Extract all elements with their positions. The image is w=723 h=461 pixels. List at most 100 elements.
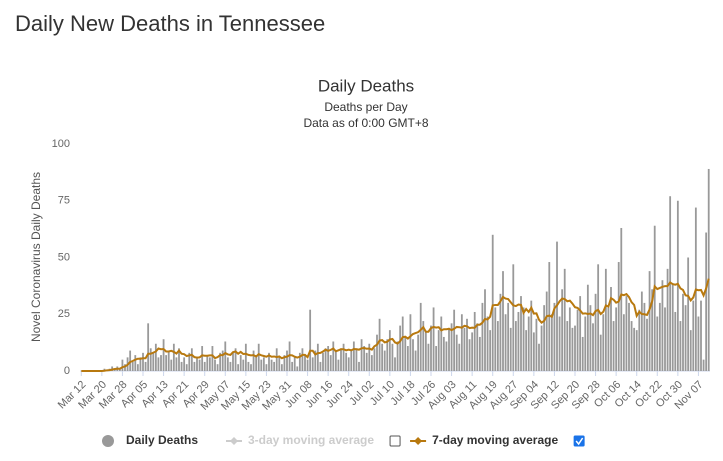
bar [597,264,600,371]
bar [342,343,345,371]
bar [172,343,175,371]
bar [280,364,283,371]
bar [599,334,602,371]
bar [409,314,412,371]
bar [386,339,389,371]
bar [152,352,155,371]
bar [157,357,160,371]
legend-symbol [102,435,114,447]
bar [376,334,378,371]
legend-label[interactable]: 3-day moving average [248,433,374,447]
legend-label[interactable]: 7-day moving average [432,433,558,447]
legend-checkbox[interactable] [389,435,401,447]
bar [620,227,623,371]
bar [286,350,288,371]
bar [309,309,312,371]
bar [692,300,695,371]
bar [615,307,618,371]
bar [355,348,358,371]
bar [697,316,700,371]
bar [252,350,255,371]
bar [298,352,301,371]
bar [512,264,515,371]
bar [471,332,474,371]
bar [561,289,564,371]
bar [347,357,350,371]
bar [527,316,530,371]
bar [381,343,384,371]
bar [460,314,463,371]
bar [185,364,188,371]
bar [278,357,281,371]
bar [144,361,147,371]
bar [630,321,633,371]
bar [206,355,209,371]
page-title: Daily New Deaths in Tennessee [15,11,325,36]
bar [550,314,553,371]
bar [440,316,443,371]
bar [592,323,594,371]
bar [334,350,337,371]
bar [486,316,489,371]
bar [571,327,574,371]
bar [581,336,584,371]
bar [455,334,458,371]
bar [622,314,625,371]
bar [653,225,656,371]
bar [687,257,690,371]
bar [324,348,327,371]
bar [442,336,445,371]
bar [648,271,651,371]
bar [131,361,134,371]
bar [504,314,507,371]
bar [214,359,216,371]
bar [545,291,548,371]
bar [399,325,402,371]
bar [406,346,409,371]
bar [610,287,612,371]
bar [617,262,620,371]
bar [257,343,260,371]
bar [607,307,610,371]
bar [463,327,466,371]
bar [273,361,276,371]
bar [612,321,615,371]
bar [358,361,360,371]
bar [468,339,471,371]
bar [178,348,180,371]
bar [296,366,299,371]
y-tick-label: 100 [52,138,70,150]
bar [322,352,324,371]
bar [638,309,641,371]
bar [530,300,533,371]
bar [628,302,630,371]
bar [705,232,708,371]
bar [193,361,196,371]
chart-title: Daily Deaths [318,76,414,95]
bar [664,307,666,371]
bar [255,355,258,371]
bar [584,316,587,371]
bar [378,318,381,371]
bar [427,343,430,371]
y-tick-label: 50 [58,251,70,263]
chart-subtitle: Data as of 0:00 GMT+8 [303,116,428,130]
bar [363,346,366,371]
bar [448,327,450,371]
bar [643,302,646,371]
bar [142,352,144,371]
bar [180,361,183,371]
bar [602,314,605,371]
bar [316,343,319,371]
bar [563,268,566,371]
bar [412,339,414,371]
legend-label[interactable]: Daily Deaths [126,433,198,447]
bar [553,302,556,371]
bar [594,293,597,371]
bar [224,341,227,371]
bar [658,302,661,371]
y-axis-label: Novel Coronavirus Daily Deaths [29,172,43,342]
bar [589,305,592,371]
bar [633,327,636,371]
